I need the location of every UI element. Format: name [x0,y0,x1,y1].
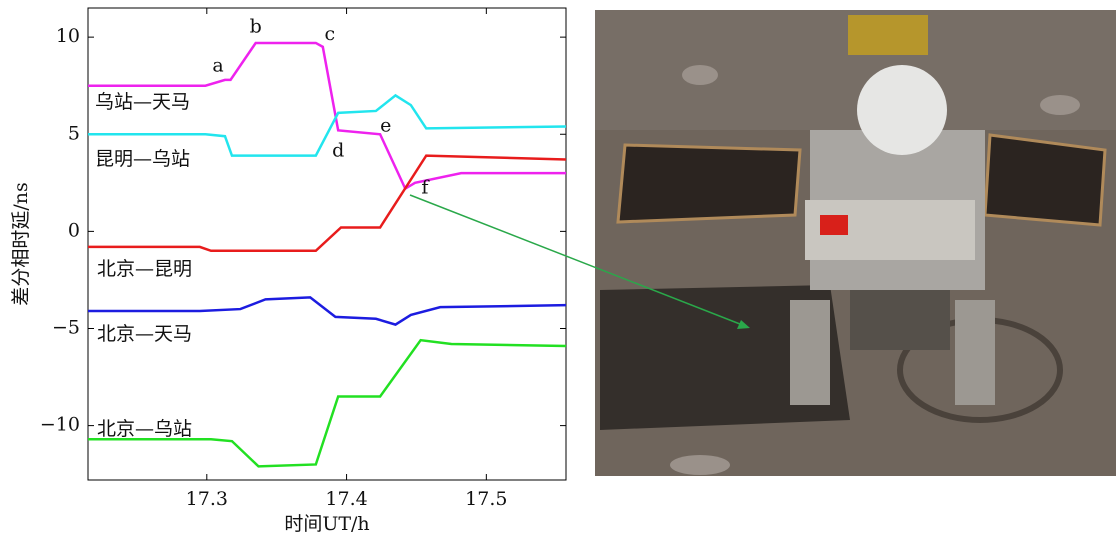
plot-frame [88,8,566,480]
series-line [88,297,566,324]
plot: −10 −5 0 5 10 17.3 17.4 17.5 乌站—天马昆明—乌站北京—昆明北京—天… [40,8,566,510]
annotation: e [380,114,391,136]
y-tick-label: −10 [40,414,80,436]
x-tick-label: 17.5 [465,488,507,510]
y-tick-label: −5 [52,316,80,338]
y-tick-label: 5 [68,122,80,144]
annotation: c [324,23,335,45]
figure: 时间UT/h 差分相时延/ns −10 −5 0 5 10 17.3 17.4 17.5 乌站—… [0,0,1116,543]
x-tick-label: 17.3 [186,488,228,510]
annotation: b [250,15,262,37]
annotation: a [212,54,223,76]
series-line [88,340,566,466]
y-axis-label: 差分相时延/ns [10,182,32,305]
x-tick-label: 17.4 [325,488,367,510]
series-label: 北京—天马 [97,323,192,345]
series-label: 乌站—天马 [95,91,190,113]
annotation: d [332,140,344,162]
rover-photo [595,10,1116,476]
y-tick-label: 10 [56,25,80,47]
y-tick-label: 0 [68,219,80,241]
series-label: 昆明—乌站 [95,148,190,170]
x-axis-label: 时间UT/h [284,513,369,535]
series-label: 北京—乌站 [97,418,192,440]
series-label: 北京—昆明 [97,258,192,280]
